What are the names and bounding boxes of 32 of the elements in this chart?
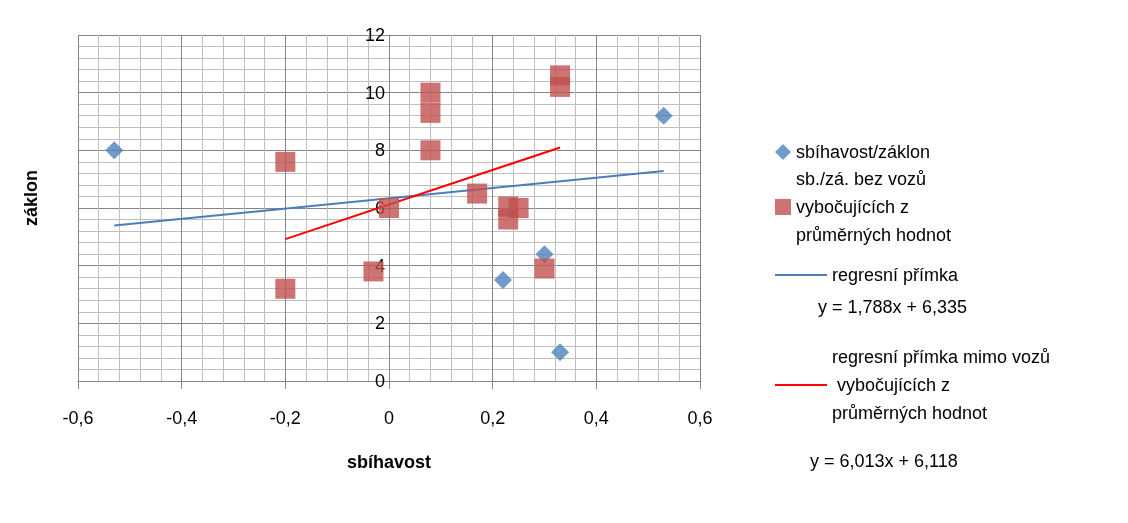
y-tick-label: 0 <box>374 371 385 391</box>
text: y = 6,013x + 6,118 <box>810 451 958 471</box>
x-tick-label: -0,4 <box>166 408 198 428</box>
text: y = 1,788x + 6,335 <box>818 297 968 317</box>
x-tick-label: -0,6 <box>62 408 94 428</box>
point <box>550 76 571 97</box>
legend-label: sb./zá. bez vozů vybočujících z průměrných hodnot <box>796 169 952 245</box>
point <box>420 140 441 161</box>
legend-label: regresní přímka mimo vozů vybočujících z průměrných hodnot <box>832 347 1051 423</box>
y-axis-title: záklon <box>21 170 41 227</box>
legend-label: sbíhavost/záklon <box>796 142 931 162</box>
x-tick-label: -0,2 <box>269 408 301 428</box>
point <box>654 106 673 125</box>
x-tick-label: 0,6 <box>687 408 713 428</box>
y-tick-label: 2 <box>374 313 385 334</box>
legend-label: regresní přímka <box>832 265 960 285</box>
point <box>534 258 555 279</box>
x-tick-label: 0,2 <box>480 408 506 428</box>
point <box>420 102 441 123</box>
point <box>275 151 296 172</box>
point <box>551 343 570 362</box>
x-axis-title: sbíhavost <box>346 452 432 472</box>
y-tick-label: 10 <box>364 82 385 103</box>
y-tick-label: 12 <box>364 25 385 45</box>
x-tick-label: 0,4 <box>583 408 609 428</box>
point <box>275 278 296 299</box>
point <box>420 82 441 103</box>
y-tick-label: 8 <box>374 140 385 161</box>
point <box>498 196 519 217</box>
point <box>105 141 124 160</box>
point <box>467 183 488 204</box>
point <box>494 271 513 290</box>
